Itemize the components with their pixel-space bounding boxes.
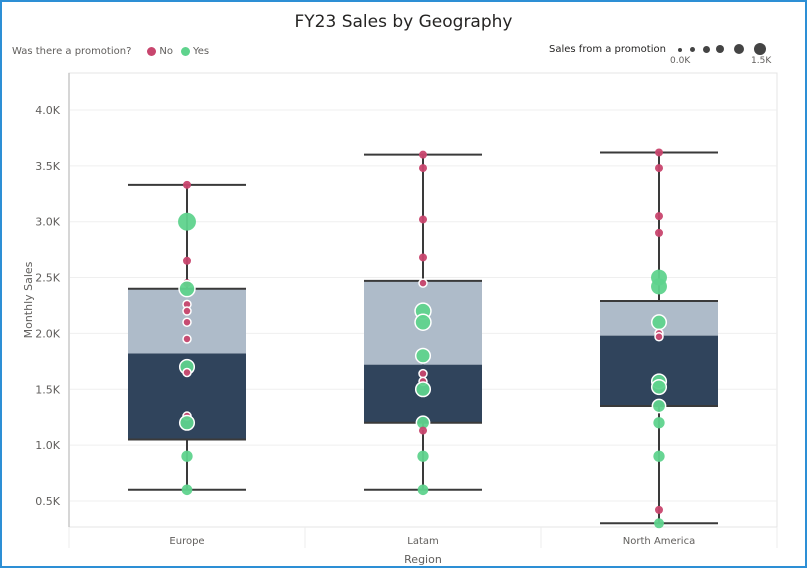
data-point[interactable] [419, 150, 427, 159]
data-point[interactable] [418, 278, 428, 288]
x-tick-labels: Europe Latam North America [169, 536, 695, 547]
size-legend-dots-icon [672, 42, 772, 58]
data-point[interactable] [654, 332, 664, 342]
data-point[interactable] [414, 381, 432, 398]
legend-label-yes: Yes [193, 46, 210, 57]
y-tick-label: 1.5K [35, 383, 60, 396]
data-point[interactable] [182, 334, 192, 344]
x-tick-label: Latam [407, 536, 439, 547]
data-point[interactable] [654, 518, 664, 529]
y-tick-label: 3.5K [35, 160, 60, 173]
legend-item-no[interactable]: No [147, 46, 173, 57]
x-tick-label: North America [623, 536, 695, 547]
data-point[interactable] [653, 450, 665, 462]
color-legend-title: Was there a promotion? [12, 46, 132, 57]
data-point[interactable] [417, 450, 429, 462]
no-dot-icon [147, 47, 157, 56]
data-point[interactable] [182, 306, 192, 316]
data-point[interactable] [419, 253, 427, 262]
y-tick-label: 0.5K [35, 495, 60, 508]
data-point[interactable] [417, 484, 429, 496]
data-point[interactable] [182, 367, 192, 378]
color-legend: Was there a promotion? No Yes [12, 46, 213, 57]
size-legend-min: 0.0K [670, 56, 691, 66]
data-point[interactable] [418, 368, 428, 379]
data-point[interactable] [419, 215, 427, 224]
data-point[interactable] [650, 378, 668, 396]
data-point[interactable] [178, 414, 196, 431]
chart-title: FY23 Sales by Geography [294, 12, 513, 32]
data-point[interactable] [655, 148, 663, 157]
data-point[interactable] [655, 164, 663, 173]
y-tick-label: 2.5K [35, 272, 60, 285]
data-point[interactable] [414, 347, 432, 364]
y-tick-label: 4.0K [35, 104, 60, 117]
boxes [128, 151, 718, 525]
legend-label-no: No [159, 46, 173, 57]
data-point[interactable] [183, 180, 191, 189]
data-point[interactable] [181, 484, 193, 496]
data-points [178, 148, 668, 529]
data-point[interactable] [650, 314, 668, 331]
size-legend-title: Sales from a promotion [549, 44, 666, 55]
data-point[interactable] [651, 278, 667, 295]
data-point[interactable] [655, 505, 663, 514]
legend-item-yes[interactable]: Yes [181, 46, 209, 57]
x-axis-title: Region [404, 553, 442, 566]
data-point[interactable] [178, 280, 196, 298]
y-tick-labels: 0.5K 1.0K 1.5K 2.0K 2.5K 3.0K 3.5K 4.0K [35, 104, 60, 508]
size-legend-max: 1.5K [751, 56, 772, 66]
y-tick-label: 3.0K [35, 216, 60, 229]
y-axis-title: Monthly Sales [22, 261, 35, 338]
y-tick-label: 1.0K [35, 439, 60, 452]
data-point[interactable] [414, 313, 432, 331]
data-point[interactable] [651, 398, 667, 414]
y-tick-label: 2.0K [35, 327, 60, 340]
data-point[interactable] [655, 212, 663, 221]
data-point[interactable] [181, 450, 193, 462]
data-point[interactable] [419, 164, 427, 173]
x-tick-label: Europe [169, 536, 204, 547]
yes-dot-icon [181, 47, 190, 56]
data-point[interactable] [182, 317, 192, 327]
data-point[interactable] [653, 417, 665, 429]
data-point[interactable] [183, 256, 191, 265]
data-point[interactable] [178, 212, 196, 231]
data-point[interactable] [419, 426, 427, 435]
data-point[interactable] [655, 228, 663, 237]
